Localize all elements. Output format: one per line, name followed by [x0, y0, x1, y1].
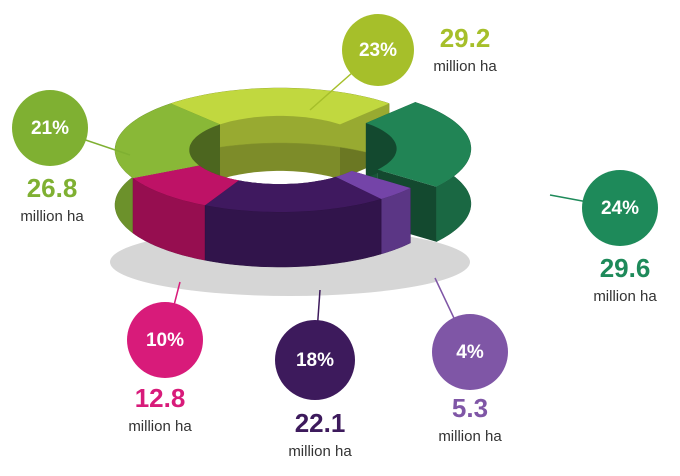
area-value: 29.6	[600, 253, 651, 283]
label-bubble	[432, 314, 508, 390]
label-bubble	[582, 170, 658, 246]
label-bubble	[342, 14, 414, 86]
label-bubble	[12, 90, 88, 166]
percent-label: 21%	[31, 118, 69, 139]
percent-label: 18%	[296, 350, 334, 371]
percent-label: 23%	[359, 40, 397, 61]
slice-top	[170, 88, 390, 125]
area-value: 29.2	[440, 23, 491, 53]
area-unit: million ha	[128, 418, 192, 435]
area-unit: million ha	[288, 443, 352, 460]
area-value: 12.8	[135, 383, 186, 413]
area-unit: million ha	[433, 58, 497, 75]
area-value: 26.8	[27, 173, 78, 203]
percent-label: 10%	[146, 330, 184, 351]
slice-top	[365, 102, 471, 187]
area-unit: million ha	[593, 288, 657, 305]
slice-outer-wall	[204, 198, 382, 268]
slice-top	[133, 165, 239, 206]
slice-outer-wall	[380, 187, 411, 255]
slice-top	[335, 170, 411, 199]
slice-top	[115, 103, 220, 179]
label-bubble	[275, 320, 355, 400]
area-value: 22.1	[295, 408, 346, 438]
label-bubble	[127, 302, 203, 378]
area-value: 5.3	[452, 393, 488, 423]
area-unit: million ha	[20, 208, 84, 225]
percent-label: 4%	[456, 342, 484, 363]
slice-top	[205, 176, 382, 212]
percent-label: 24%	[601, 198, 639, 219]
slice-outer-wall	[132, 177, 206, 261]
area-unit: million ha	[438, 428, 502, 445]
